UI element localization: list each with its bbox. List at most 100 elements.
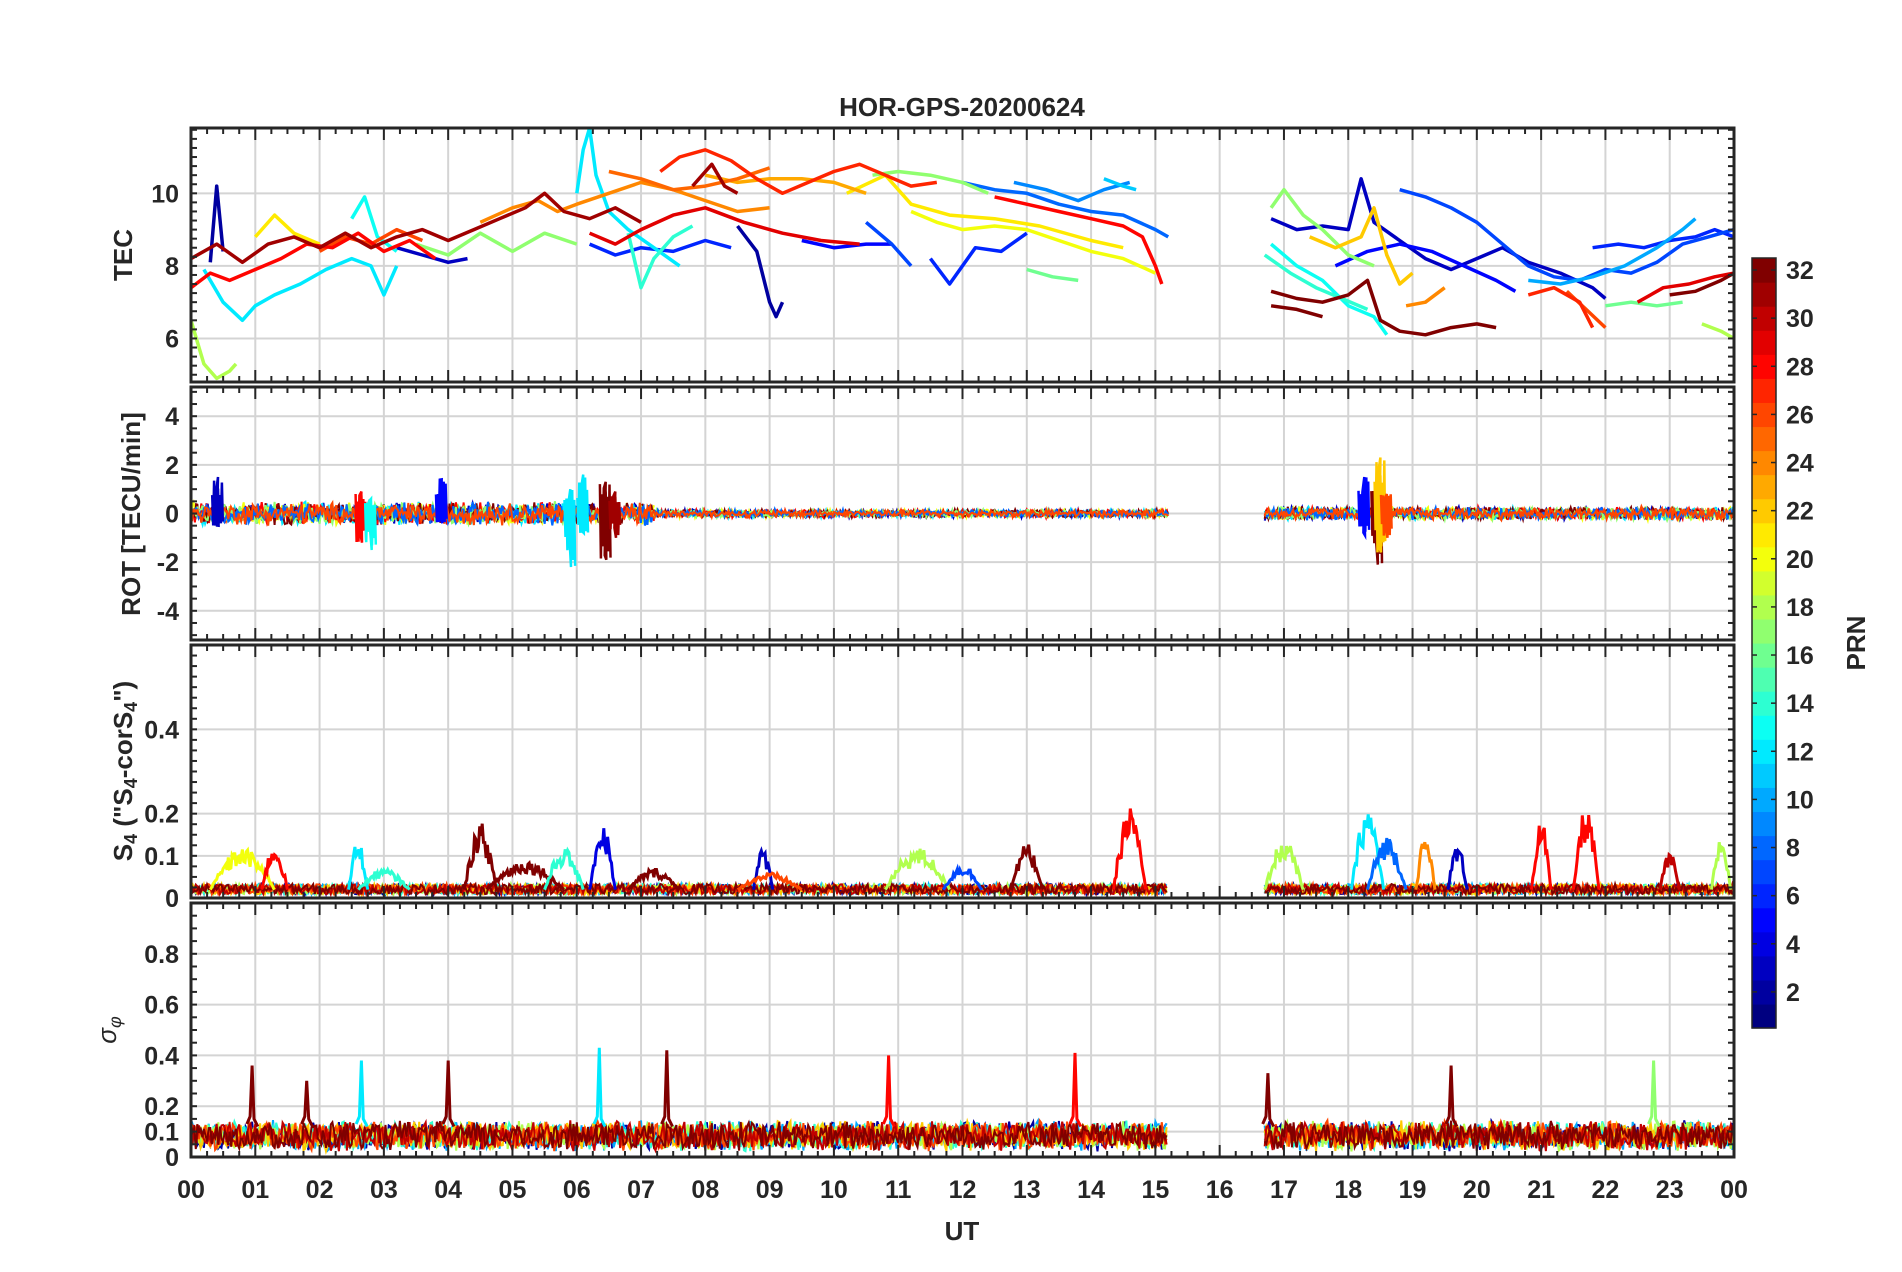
tec-series-prn-5	[801, 238, 892, 250]
tec-series-prn-27	[659, 148, 938, 196]
tec-series-prn-5	[1334, 242, 1517, 293]
s4-burst-prn-18	[1263, 845, 1305, 891]
x-tick-label: 11	[885, 1176, 912, 1204]
sigma-phi-y-tick-label: 0	[165, 1144, 179, 1172]
x-tick-label: 12	[949, 1176, 977, 1204]
s4-burst-prn-14	[357, 866, 411, 891]
rot-spike-prn-13	[363, 495, 378, 551]
x-tick-label: 03	[370, 1176, 398, 1204]
s4-burst-prn-8	[1366, 837, 1408, 891]
ylabel-phi-symbol: φ	[105, 1016, 125, 1028]
tec-series-prn-12	[202, 256, 399, 323]
tec-series-prn-13	[1269, 242, 1389, 336]
tec-series-prn-3	[396, 246, 468, 265]
x-tick-labels: 00 01 02 03 04 05 06 07 08 09 10 11 12 13 14 15 16 17 18 19…	[177, 1176, 1748, 1204]
sigma-phi-y-ticks: 00.10.2 0.4 0.6 0.8	[144, 941, 179, 1172]
x-tick-label: 00	[1720, 1176, 1748, 1204]
s4-y-tick-label: 0	[165, 885, 179, 913]
rot-noise-prn-8	[191, 501, 655, 528]
tec-y-tick-label: 8	[165, 253, 179, 281]
colorbar-tick-label: 18	[1786, 594, 1814, 622]
rot-spike-prn-5	[434, 477, 448, 524]
tec-series-prn-25	[608, 166, 771, 192]
tec-series-prn-31	[191, 191, 642, 265]
x-tick-label: 06	[563, 1176, 591, 1204]
colorbar-tick-label: 28	[1786, 353, 1814, 381]
s4-burst-prn-32	[462, 823, 498, 890]
rot-spike-prn-28	[354, 491, 368, 543]
s4-burst-prn-24	[1414, 841, 1437, 890]
x-tick-label: 02	[306, 1176, 334, 1204]
sigma-phi-spike-prn-12	[592, 1047, 607, 1128]
ylabel-s4-part-1: 4	[121, 834, 141, 844]
x-tick-label: 21	[1527, 1176, 1555, 1204]
tec-series-prn-9	[1013, 180, 1131, 203]
tec-y-tick-label: 10	[151, 180, 179, 208]
colorbar-tick-label: 24	[1786, 450, 1814, 478]
x-tick-label: 17	[1270, 1176, 1298, 1204]
tec-series-prn-3	[1270, 177, 1607, 300]
colorbar-tick-label: 16	[1786, 642, 1814, 670]
colorbar-segment-prn-3	[1752, 955, 1776, 981]
tec-series-prn-2	[208, 184, 225, 263]
colorbar-tick-label: 32	[1786, 257, 1814, 285]
tec-series-prn-12	[575, 128, 681, 268]
ylabel-rot: ROT [TECU/min]	[116, 412, 146, 616]
rot-spike-prn-32	[598, 481, 612, 561]
x-tick-label: 13	[1013, 1176, 1041, 1204]
x-tick-label: 19	[1399, 1176, 1427, 1204]
x-tick-label: 23	[1656, 1176, 1684, 1204]
tec-series-prn-32	[1270, 304, 1323, 319]
x-tick-label: 18	[1334, 1176, 1362, 1204]
tec-series-prn-14	[1263, 253, 1369, 312]
tec-series-prn-2	[736, 224, 785, 319]
tec-series-prn-22	[1309, 206, 1414, 286]
rot-y-ticks: -4 -2 0 2 4	[157, 403, 179, 626]
colorbar-tick-label: 26	[1786, 401, 1814, 429]
s4-baseline-prn-32	[1264, 880, 1734, 898]
colorbar-segment-prn-1	[1752, 1003, 1776, 1029]
rot-spike-prn-3	[210, 476, 225, 528]
x-tick-label: 16	[1206, 1176, 1234, 1204]
tec-series-prn-21	[846, 173, 1124, 250]
tec-series-prn-16	[1605, 300, 1683, 308]
ylabel-s4-part-6: ")	[108, 681, 138, 702]
ylabel-s4: S4 ("S4-corS4")	[108, 681, 141, 861]
tec-series-prn-17	[415, 231, 578, 257]
s4-y-tick-label: 0.2	[144, 801, 179, 829]
x-axis-label: UT	[945, 1216, 980, 1246]
s4-burst-prn-32	[627, 866, 681, 891]
x-tick-label: 07	[627, 1176, 655, 1204]
colorbar-tick-label: 2	[1786, 979, 1800, 1007]
sigma-phi-spike-prn-32	[441, 1060, 456, 1128]
x-tick-label: 01	[241, 1176, 269, 1204]
colorbar-segment-prn-23	[1752, 474, 1776, 500]
s4-burst-prn-28	[260, 852, 289, 890]
x-tick-label: 08	[691, 1176, 719, 1204]
sigma-phi-spike-prn-12	[354, 1060, 369, 1128]
colorbar-segment-prn-9	[1752, 811, 1776, 837]
ylabel-sigma-symbol: σ	[92, 1027, 122, 1044]
colorbar-tick-label: 20	[1786, 546, 1814, 574]
rot-spike-prn-5	[1357, 476, 1371, 541]
colorbar-tick-label: 6	[1786, 883, 1800, 911]
colorbar-frame	[1751, 257, 1777, 1029]
colorbar-segment-prn-27	[1752, 378, 1776, 403]
ylabel-tec: TEC	[108, 229, 138, 281]
tec-series-prn-29	[588, 206, 860, 246]
colorbar-segment-prn-5	[1752, 907, 1776, 933]
tec-series-prn-14	[626, 224, 694, 290]
x-tick-label: 22	[1592, 1176, 1620, 1204]
x-tick-label: 04	[434, 1176, 462, 1204]
colorbar-label: PRN	[1841, 616, 1871, 671]
ylabel-s4-part-3: 4	[121, 778, 141, 788]
panel-sigma-phi: 00.10.2 0.4 0.6 0.8	[144, 901, 1736, 1172]
s4-burst-prn-18	[884, 848, 951, 891]
sigma-phi-grid	[191, 903, 1734, 1157]
colorbar-segment-prn-25	[1752, 426, 1776, 452]
panel-s4: 0 0.1 0.2 0.4	[144, 643, 1736, 913]
rot-spike-prn-26	[1379, 493, 1393, 539]
sigma-phi-baseline-prn-32	[191, 1119, 1168, 1153]
colorbar-segment-prn-15	[1752, 667, 1776, 692]
